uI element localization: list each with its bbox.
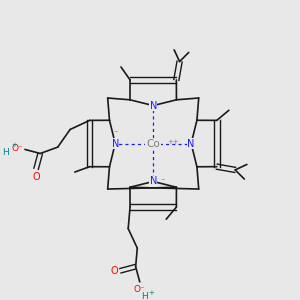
Text: +: +: [11, 142, 17, 148]
Text: H: H: [141, 292, 147, 300]
Text: O: O: [110, 266, 118, 276]
Text: Co: Co: [146, 139, 160, 148]
Text: ⁻: ⁻: [114, 128, 118, 137]
Text: ⁻: ⁻: [160, 177, 165, 186]
Text: ++: ++: [168, 139, 179, 145]
Text: O⁻: O⁻: [134, 285, 146, 294]
Text: +: +: [148, 290, 154, 296]
Text: N: N: [112, 139, 119, 148]
Text: N: N: [149, 100, 157, 111]
Text: N: N: [188, 139, 195, 148]
Text: N: N: [149, 176, 157, 187]
Text: H: H: [2, 148, 9, 157]
Text: O⁻: O⁻: [12, 144, 23, 153]
Text: O: O: [32, 172, 40, 182]
